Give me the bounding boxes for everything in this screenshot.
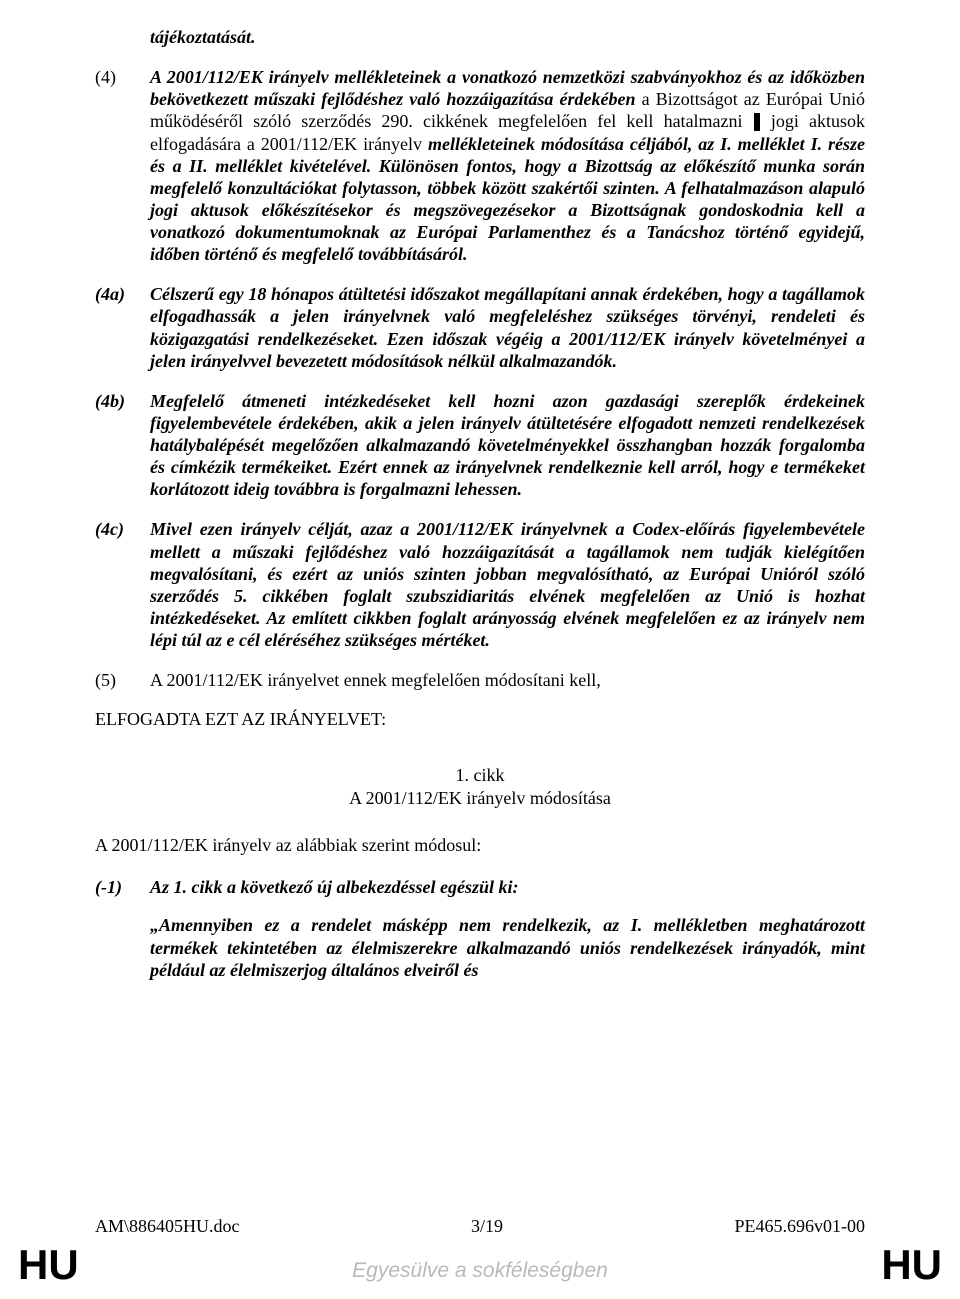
article-1-number: 1. cikk xyxy=(95,764,865,787)
recital-4-num: (4) xyxy=(95,66,150,265)
recital-4a-num: (4a) xyxy=(95,283,150,372)
point-minus-1-text: Az 1. cikk a következő új albekezdéssel … xyxy=(150,876,865,898)
footer-pe-ref: PE465.696v01-00 xyxy=(734,1216,865,1237)
mods-intro: A 2001/112/EK irányelv az alábbiak szeri… xyxy=(95,835,865,856)
quoted-amendment: „Amennyiben ez a rendelet másképp nem re… xyxy=(150,914,865,980)
footer-page-number: 3/19 xyxy=(471,1216,503,1237)
bottom-bar: HU Egyesülve a sokféleségben HU xyxy=(0,1241,960,1289)
point-minus-1: (-1) Az 1. cikk a következő új albekezdé… xyxy=(95,876,865,898)
recital-4a-text: Célszerű egy 18 hónapos átültetési idősz… xyxy=(150,283,865,372)
footer-doc-ref: AM\886405HU.doc xyxy=(95,1216,240,1237)
article-1-title: A 2001/112/EK irányelv módosítása xyxy=(95,787,865,810)
recital-4b-num: (4b) xyxy=(95,390,150,501)
recital-4: (4) A 2001/112/EK irányelv mellékleteine… xyxy=(95,66,865,265)
lang-code-left: HU xyxy=(18,1241,79,1289)
recital-4c: (4c) Mivel ezen irányelv célját, azaz a … xyxy=(95,518,865,651)
lang-code-right: HU xyxy=(881,1241,942,1289)
unity-motto: Egyesülve a sokféleségben xyxy=(352,1259,608,1289)
adopted-line: ELFOGADTA EZT AZ IRÁNYELVET: xyxy=(95,709,865,730)
recital-4c-num: (4c) xyxy=(95,518,150,651)
blank-num xyxy=(95,26,150,48)
recital-4b-text: Megfelelő átmeneti intézkedéseket kell h… xyxy=(150,390,865,501)
recital-5: (5) A 2001/112/EK irányelvet ennek megfe… xyxy=(95,669,865,691)
page-footer: AM\886405HU.doc 3/19 PE465.696v01-00 xyxy=(95,1216,865,1237)
recital-4b: (4b) Megfelelő átmeneti intézkedéseket k… xyxy=(95,390,865,501)
recital-4c-text: Mivel ezen irányelv célját, azaz a 2001/… xyxy=(150,518,865,651)
recital-4-text: A 2001/112/EK irányelv mellékleteinek a … xyxy=(150,66,865,265)
recital-4a: (4a) Célszerű egy 18 hónapos átültetési … xyxy=(95,283,865,372)
deletion-marker xyxy=(754,113,760,131)
recital-5-num: (5) xyxy=(95,669,150,691)
fragment-text: tájékoztatását. xyxy=(150,26,865,48)
article-1-heading: 1. cikk A 2001/112/EK irányelv módosítás… xyxy=(95,764,865,809)
point-minus-1-num: (-1) xyxy=(95,876,150,898)
recital-5-text: A 2001/112/EK irányelvet ennek megfelelő… xyxy=(150,669,865,691)
fragment-top: tájékoztatását. xyxy=(95,26,865,48)
